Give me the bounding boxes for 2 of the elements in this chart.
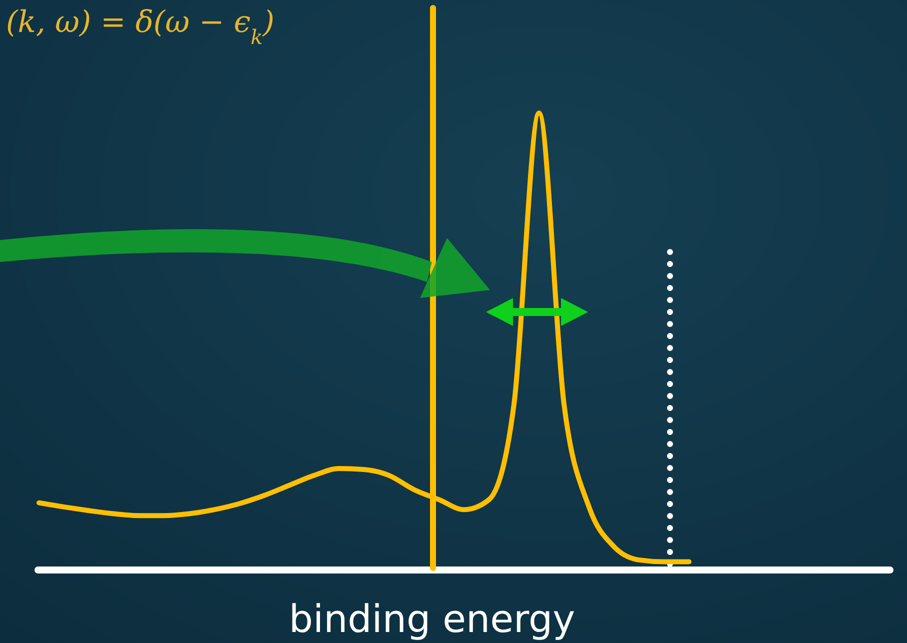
x-axis-title: binding energy xyxy=(288,597,576,641)
text: (k, ω) = δ(ω − ϵ$_{k}$) xyxy=(6,5,274,49)
